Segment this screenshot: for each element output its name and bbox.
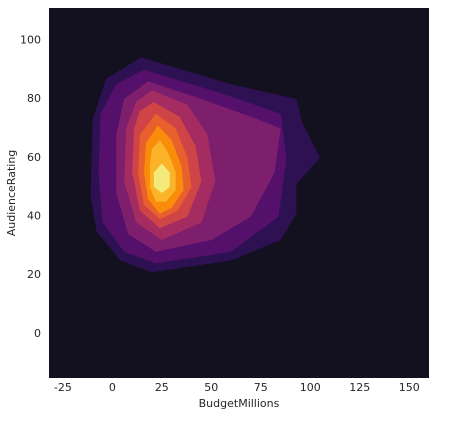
- x-tick-label: 100: [300, 381, 321, 394]
- x-tick-label: 0: [109, 381, 116, 394]
- y-tick-label: 20: [27, 268, 41, 281]
- x-tick-label: 50: [204, 381, 218, 394]
- x-tick-label: 125: [349, 381, 370, 394]
- y-tick-label: 0: [34, 327, 41, 340]
- x-tick-label: 150: [399, 381, 420, 394]
- density-contour: [153, 163, 170, 193]
- y-tick-label: 80: [27, 92, 41, 105]
- x-axis-label: BudgetMillions: [199, 397, 280, 410]
- x-tick-label: 75: [254, 381, 268, 394]
- y-tick-label: 100: [20, 33, 41, 46]
- x-tick-label: 25: [155, 381, 169, 394]
- y-tick-label: 40: [27, 209, 41, 222]
- y-axis-label: AudienceRating: [5, 150, 18, 237]
- y-tick-label: 60: [27, 151, 41, 164]
- x-tick-label: -25: [54, 381, 72, 394]
